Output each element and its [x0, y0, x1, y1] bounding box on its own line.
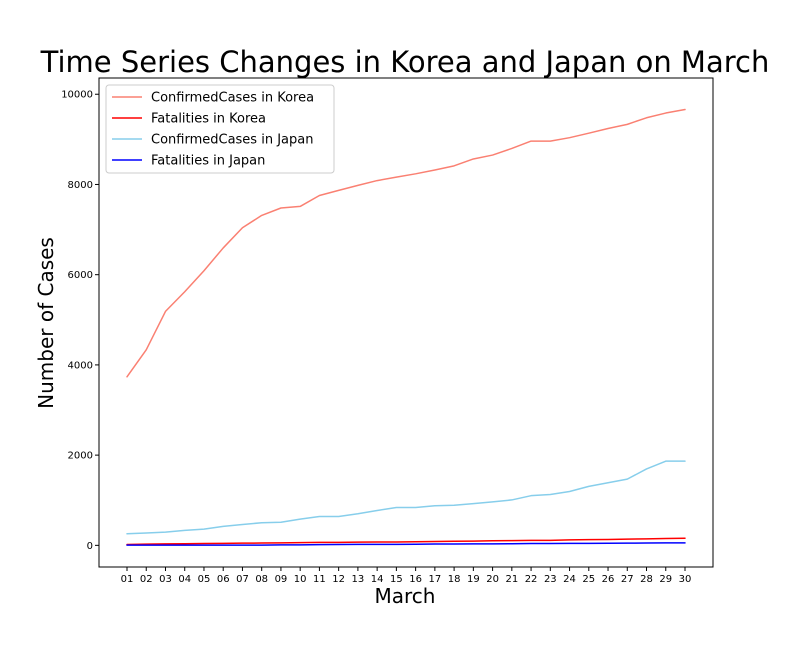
x-tick-label: 22 — [525, 574, 538, 585]
x-tick-label: 09 — [275, 574, 288, 585]
x-tick-label: 11 — [313, 574, 326, 585]
x-tick-label: 29 — [659, 574, 672, 585]
x-tick-label: 17 — [428, 574, 441, 585]
x-tick-label: 03 — [159, 574, 172, 585]
legend-label-1: ConfirmedCases in Korea — [151, 91, 314, 106]
y-tick-label: 8000 — [68, 180, 93, 191]
x-axis-label: March — [375, 584, 436, 608]
x-tick-label: 25 — [582, 574, 595, 585]
legend-label-3: ConfirmedCases in Japan — [151, 133, 313, 148]
x-tick-label: 20 — [486, 574, 499, 585]
x-tick-label: 12 — [332, 574, 345, 585]
x-tick-label: 26 — [602, 574, 615, 585]
x-tick-label: 04 — [178, 574, 191, 585]
x-tick-label: 15 — [390, 574, 403, 585]
legend-label-4: Fatalities in Japan — [151, 154, 265, 169]
x-tick-label: 05 — [198, 574, 211, 585]
x-tick-label: 30 — [679, 574, 692, 585]
x-tick-label: 27 — [621, 574, 634, 585]
x-tick-label: 23 — [544, 574, 557, 585]
y-tick-label: 2000 — [68, 451, 93, 462]
x-tick-label: 13 — [352, 574, 365, 585]
y-tick-label: 0 — [87, 541, 93, 552]
x-tick-label: 06 — [217, 574, 230, 585]
x-tick-label: 02 — [140, 574, 153, 585]
x-tick-label: 07 — [236, 574, 249, 585]
legend: ConfirmedCases in Korea Fatalities in Kor… — [106, 85, 334, 173]
x-tick-label: 01 — [121, 574, 134, 585]
x-tick-label: 10 — [294, 574, 307, 585]
x-tick-label: 24 — [563, 574, 576, 585]
x-tick-label: 19 — [467, 574, 480, 585]
x-tick-label: 21 — [505, 574, 518, 585]
y-tick-label: 10000 — [61, 90, 93, 101]
x-tick-label: 08 — [255, 574, 268, 585]
x-tick-label: 16 — [409, 574, 422, 585]
chart-title: Time Series Changes in Korea and Japan o… — [40, 45, 770, 79]
x-tick-label: 28 — [640, 574, 653, 585]
legend-label-2: Fatalities in Korea — [151, 112, 266, 127]
x-tick-label: 18 — [448, 574, 461, 585]
y-tick-label: 4000 — [68, 360, 93, 371]
y-axis-label: Number of Cases — [34, 237, 58, 409]
y-tick-label: 6000 — [68, 270, 93, 281]
x-tick-label: 14 — [371, 574, 384, 585]
